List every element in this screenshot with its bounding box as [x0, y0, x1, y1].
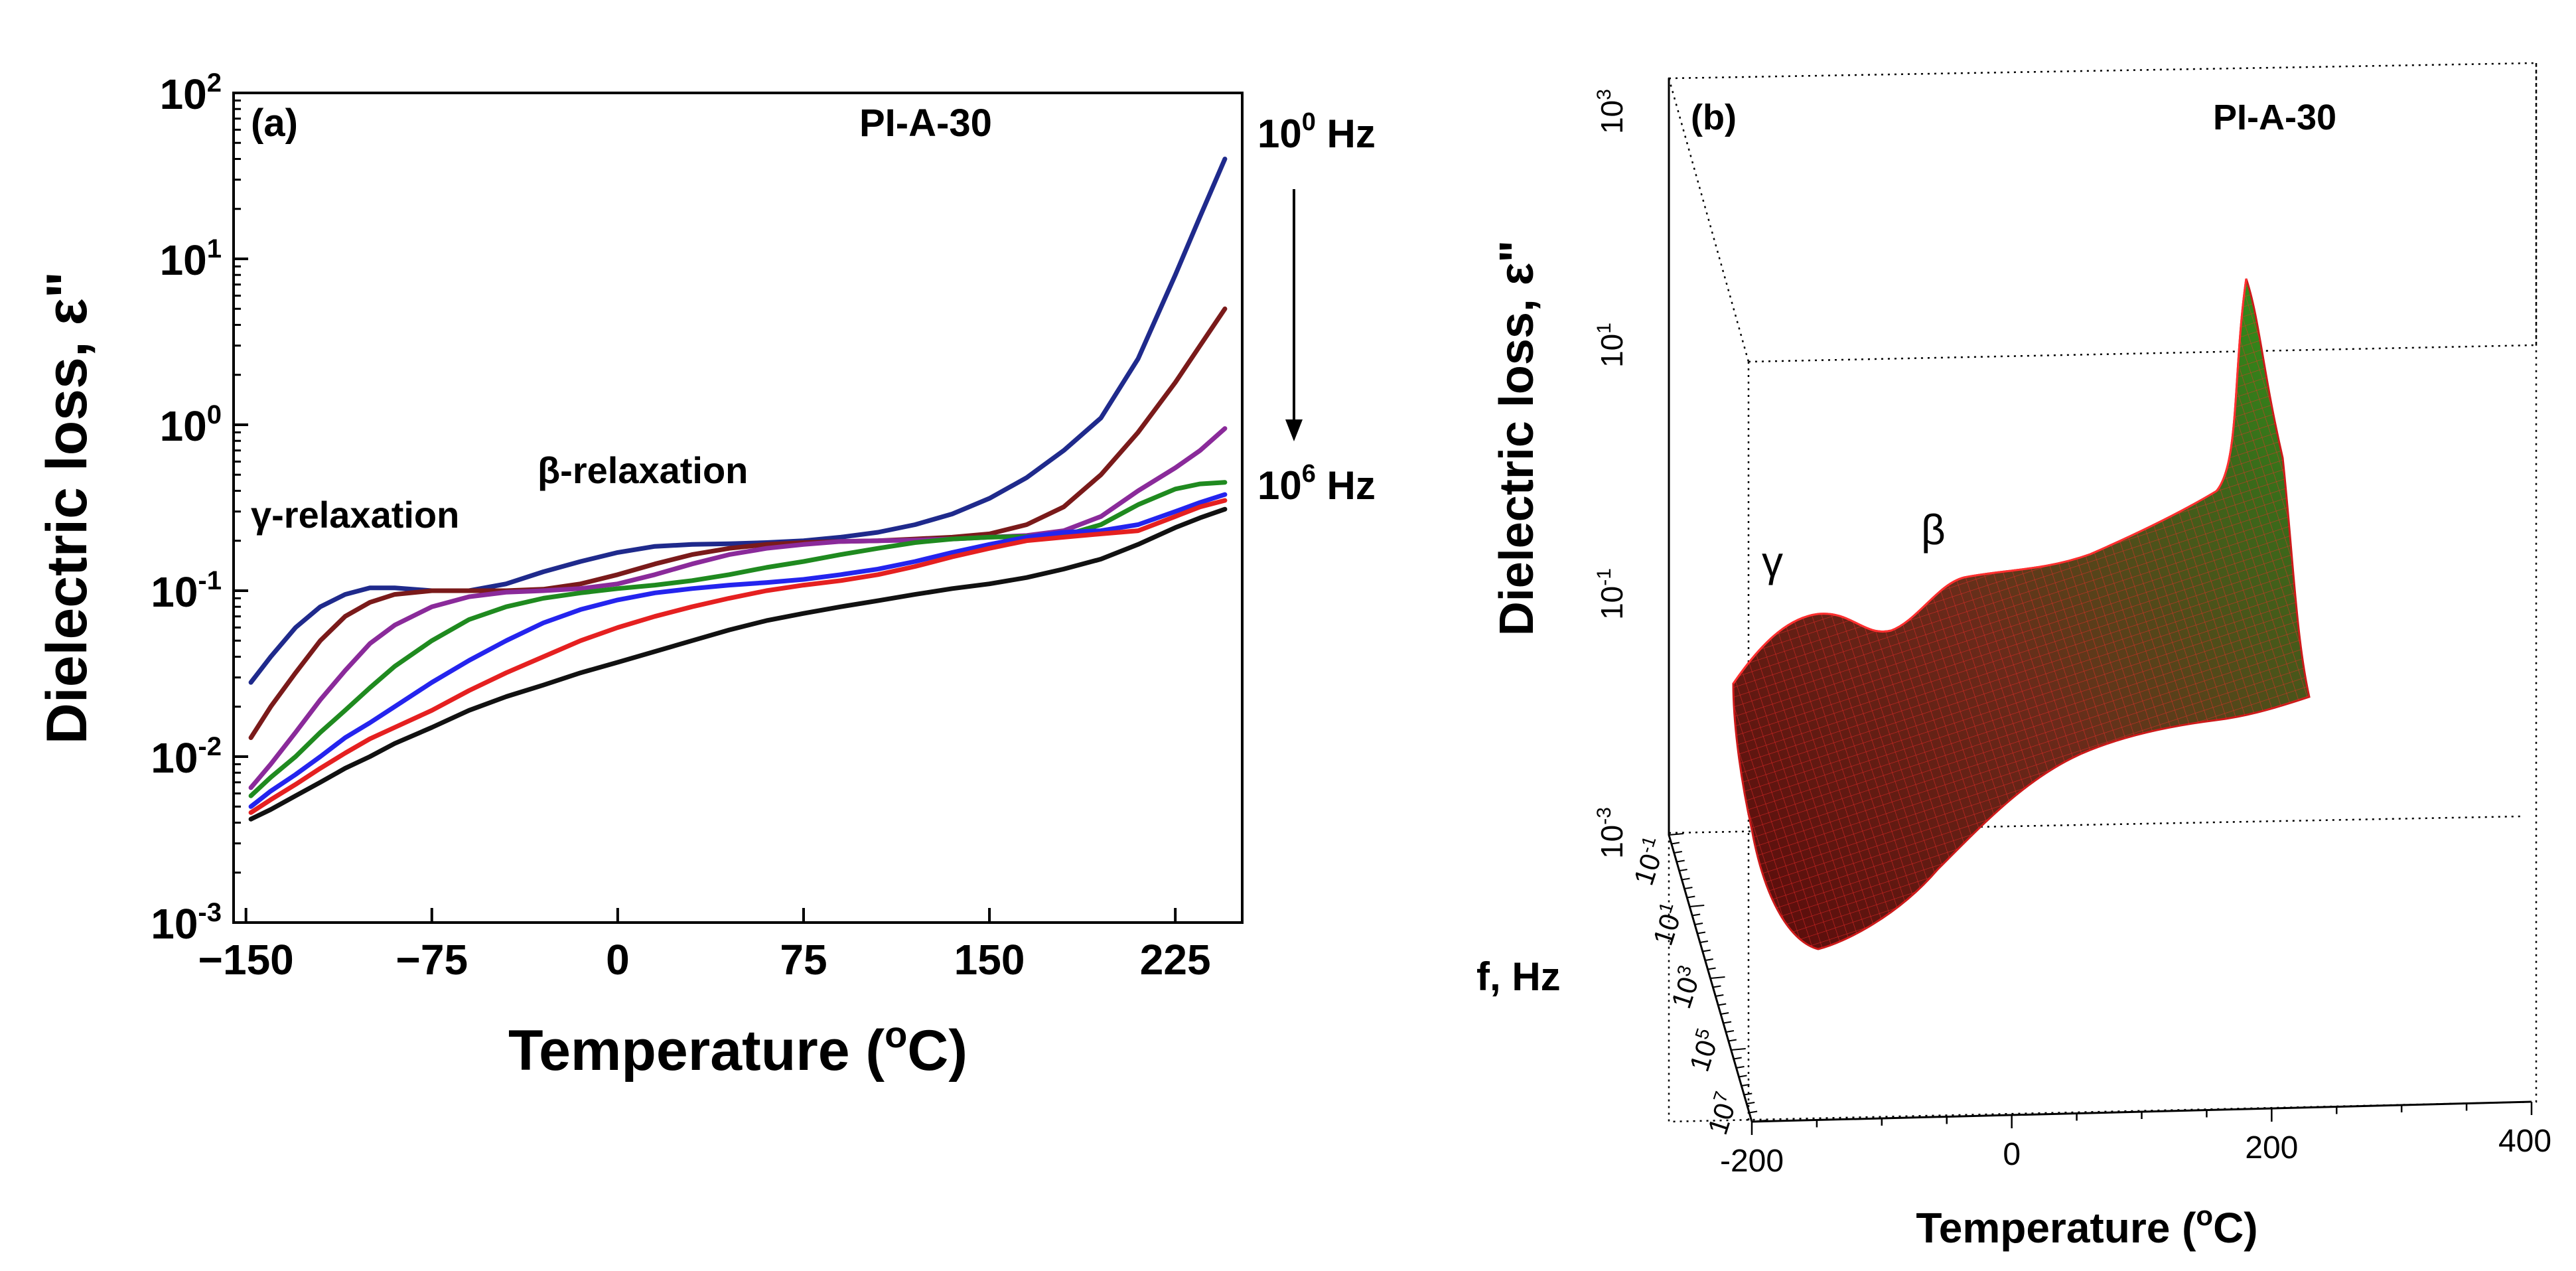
y-tick-label-a: 10-3 — [151, 898, 222, 948]
sample-label-a: PI-A-30 — [859, 102, 992, 145]
y-tick-label-a: 10-1 — [151, 566, 222, 616]
f-axis-ticks-b: 10-1 101 103 105 107 — [1626, 833, 1767, 1138]
series-line-6 — [248, 506, 1228, 822]
f-tick-b — [1741, 1084, 1750, 1086]
f-tick-b — [1728, 1039, 1737, 1042]
f-tick-b — [1725, 1030, 1735, 1033]
f-tick-b — [1689, 905, 1705, 907]
f-tick-label-b: 10-1 — [1626, 834, 1672, 889]
x-axis-title-b: Temperature (oC) — [1916, 1200, 2257, 1252]
f-tick-b — [1684, 887, 1693, 889]
panel-label-a: (a) — [251, 102, 298, 145]
f-tick-b — [1739, 1075, 1747, 1078]
y-tick-label-a: 100 — [160, 400, 222, 450]
f-tick-b — [1751, 1120, 1767, 1122]
gamma-relaxation-label: γ-relaxation — [251, 494, 459, 536]
f-tick-b — [1699, 940, 1709, 943]
frequency-arrow-head — [1285, 419, 1303, 441]
f-tick-b — [1747, 1102, 1755, 1104]
freq-bottom-label: 106 Hz — [1257, 460, 1376, 508]
x-tick-label-a: 75 — [780, 936, 827, 984]
f-tick-b — [1749, 1110, 1758, 1114]
f-tick-b — [1674, 851, 1682, 854]
f-tick-b — [1671, 842, 1680, 845]
f-tick-label-b: 105 — [1682, 1025, 1726, 1075]
f-tick-b — [1718, 1003, 1727, 1006]
x-axis-title-a: Temperature (oC) — [508, 1013, 967, 1083]
f-tick-b — [1679, 869, 1687, 871]
series-line-2 — [248, 426, 1228, 790]
y-tick-label-a: 10-2 — [151, 732, 222, 782]
series-group-a — [248, 157, 1228, 822]
f-tick-b — [1733, 1057, 1742, 1060]
f-tick-b — [1720, 1012, 1729, 1015]
f-tick-b — [1723, 1021, 1732, 1024]
y-axis-title-a: Dielectric loss, ε" — [35, 271, 99, 745]
panel-a: 10-3 10-2 10-1 100 101 102 −150 −75 0 75 150 225 (… — [35, 68, 1376, 1083]
f-tick-b — [1715, 994, 1724, 997]
beta-label-b: β — [1921, 506, 1946, 554]
f-tick-label-b: 103 — [1663, 962, 1707, 1012]
f-axis-title-b: f, Hz — [1476, 954, 1561, 999]
f-tick-b — [1691, 913, 1701, 917]
f-tick-b — [1682, 877, 1690, 881]
f-tick-b — [1710, 976, 1725, 979]
plot-frame-a — [232, 92, 1244, 924]
z-tick-label-1e-1: 10-1 — [1593, 568, 1629, 620]
f-tick-b — [1736, 1066, 1745, 1069]
series-line-0 — [248, 157, 1228, 685]
x-tick-label-a: 150 — [954, 936, 1025, 984]
y-tick-label-a: 101 — [160, 234, 222, 284]
sample-label-b: PI-A-30 — [2213, 98, 2336, 137]
z-tick-label-1e-3: 10-3 — [1593, 807, 1629, 859]
z-tick-label-1e1: 101 — [1593, 323, 1629, 368]
z-tick-label-1e3: 103 — [1593, 89, 1629, 134]
x-axis-ticks-a: −150 −75 0 75 150 225 — [198, 908, 1211, 984]
series-line-5 — [248, 498, 1228, 815]
f-tick-b — [1705, 958, 1713, 961]
f-tick-b — [1707, 967, 1716, 970]
f-tick-b — [1676, 860, 1685, 863]
x-tick-label-b: 200 — [2245, 1130, 2298, 1165]
f-tick-b — [1713, 985, 1721, 988]
panel-b: -200 0 200 400 10-1 101 103 105 107 103 101 10-… — [1476, 62, 2551, 1252]
surface-mesh — [1733, 279, 2309, 949]
f-tick-b — [1731, 1048, 1746, 1051]
freq-top-label: 100 Hz — [1257, 108, 1376, 156]
f-tick-b — [1744, 1092, 1753, 1096]
x-axis-ticks-b: -200 0 200 400 — [1720, 1102, 2551, 1179]
beta-relaxation-label: β-relaxation — [537, 449, 748, 491]
f-tick-b — [1668, 833, 1684, 836]
y-tick-label-a: 102 — [160, 68, 222, 118]
y-axis-title-b: Dielectric loss, ε" — [1490, 240, 1543, 636]
panel-label-b: (b) — [1691, 98, 1737, 137]
x-tick-label-a: −150 — [198, 936, 294, 984]
surface-ridge-front-edge — [1732, 278, 2248, 684]
x-tick-label-b: -200 — [1720, 1144, 1784, 1179]
f-tick-b — [1694, 923, 1703, 925]
f-tick-label-b: 107 — [1699, 1088, 1744, 1138]
f-tick-label-b: 101 — [1645, 899, 1689, 949]
f-tick-b — [1702, 949, 1711, 952]
series-line-4 — [248, 492, 1228, 809]
x-tick-label-b: 400 — [2498, 1124, 2551, 1159]
y-axis-ticks-a: 10-3 10-2 10-1 100 101 102 — [151, 68, 248, 948]
x-tick-label-a: 0 — [606, 936, 630, 984]
x-tick-label-a: 225 — [1140, 936, 1211, 984]
f-tick-b — [1697, 931, 1706, 935]
f-tick-b — [1687, 895, 1695, 899]
gamma-label-b: γ — [1762, 538, 1783, 585]
x-tick-label-a: −75 — [395, 936, 468, 984]
x-tick-label-b: 0 — [2003, 1137, 2021, 1172]
series-line-1 — [248, 306, 1228, 740]
